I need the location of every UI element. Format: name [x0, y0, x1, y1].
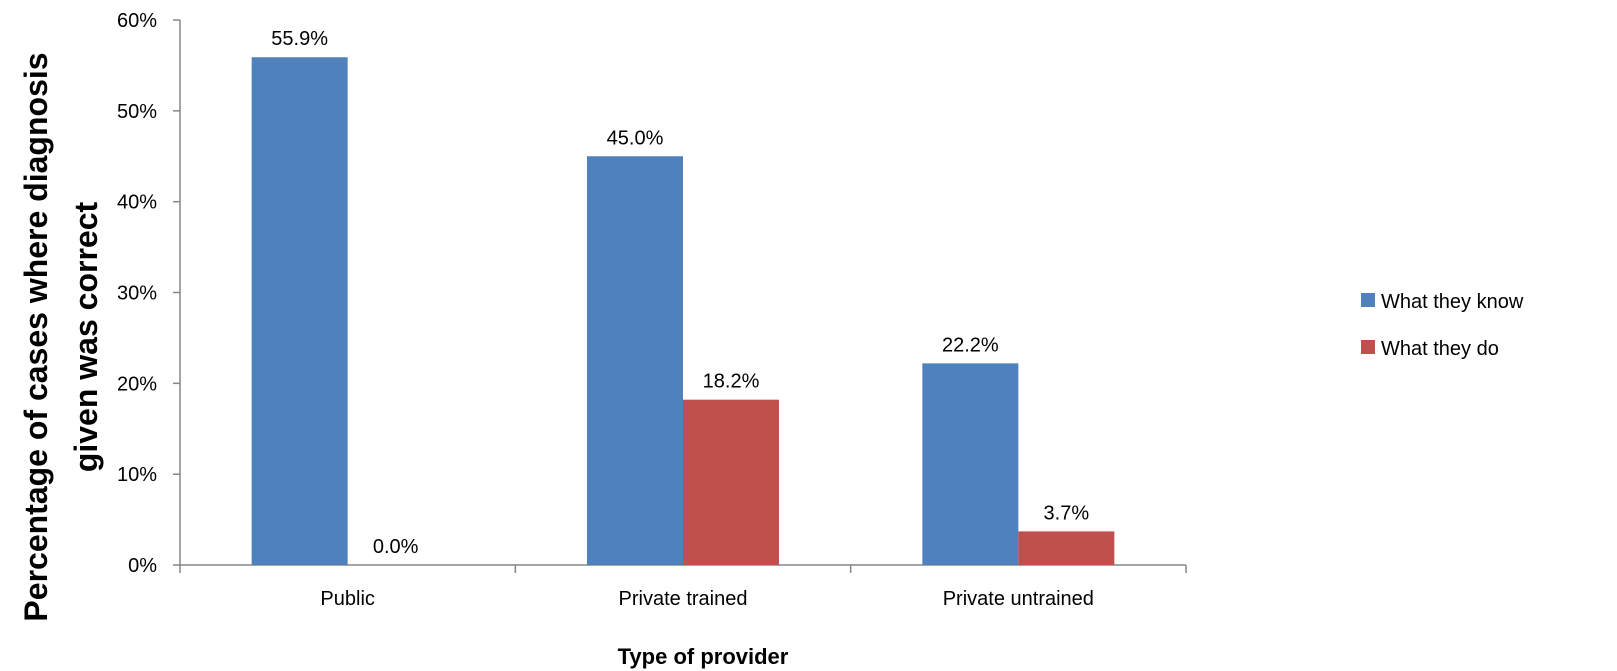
data-label: 3.7% [1044, 502, 1090, 524]
bar [922, 363, 1019, 565]
axes: 0% 10% 20% 30% 40% 50% 60% Public Private traine… [117, 10, 1187, 610]
data-label: 18.2% [703, 371, 760, 393]
y-tick-label: 40% [117, 192, 157, 214]
bar [1018, 531, 1115, 565]
data-label: 0.0% [373, 536, 419, 558]
y-tick-label: 0% [128, 555, 157, 577]
data-label: 55.9% [271, 28, 328, 50]
x-tick-label: Private trained [619, 588, 748, 610]
legend-swatch [1361, 340, 1375, 354]
bars [251, 57, 1115, 565]
x-axis-title: Type of provider [618, 644, 789, 669]
legend-label: What they do [1381, 338, 1499, 360]
y-tick-label: 30% [117, 283, 157, 305]
legend-label: What they know [1381, 291, 1524, 313]
bar [251, 57, 348, 565]
x-tick-label: Public [320, 588, 374, 610]
y-axis-title: Percentage of cases where diagnosis given… [18, 52, 104, 621]
bar [587, 156, 683, 565]
y-tick-label: 50% [117, 101, 157, 123]
y-tick-label: 60% [117, 10, 157, 32]
legend: What they know What they do [1361, 291, 1524, 360]
bar [683, 399, 779, 565]
y-tick-label: 10% [117, 464, 157, 486]
legend-swatch [1361, 293, 1375, 307]
y-tick-label: 20% [117, 373, 157, 395]
data-label: 22.2% [942, 334, 999, 356]
y-axis-title-line: given was correct [68, 201, 104, 472]
data-labels: 55.9% 0.0% 45.0% 18.2% 22.2% 3.7% [271, 28, 1089, 558]
y-axis-title-line: Percentage of cases where diagnosis [18, 52, 54, 621]
x-tick-label: Private untrained [943, 588, 1094, 610]
data-label: 45.0% [607, 127, 664, 149]
